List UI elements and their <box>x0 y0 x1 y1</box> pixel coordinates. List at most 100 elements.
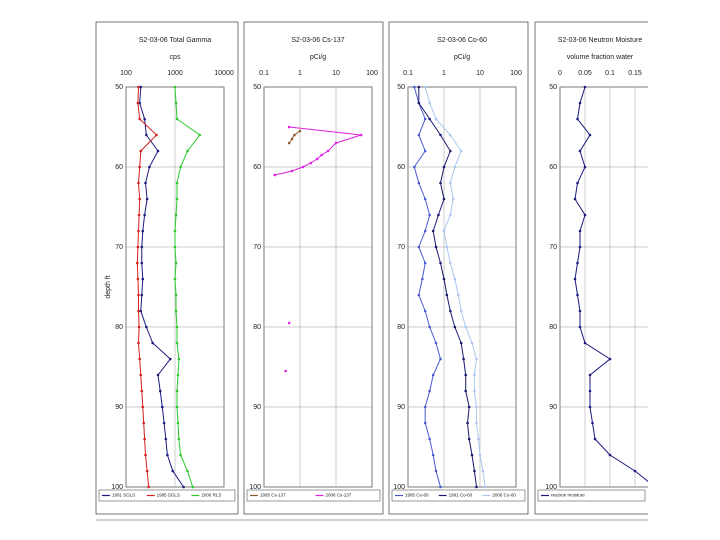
point-marker <box>588 389 592 393</box>
point-marker <box>576 261 579 265</box>
point-marker <box>413 165 416 169</box>
point-marker <box>145 469 149 473</box>
point-marker <box>483 485 487 489</box>
x-tick-label: 0.1 <box>403 70 413 77</box>
point-marker <box>434 469 438 473</box>
point-marker <box>434 117 438 121</box>
point-marker <box>470 453 474 457</box>
point-marker <box>459 341 463 345</box>
point-marker <box>449 181 452 185</box>
y-tick-label: 70 <box>397 244 405 251</box>
point-marker <box>136 101 140 105</box>
legend-label: 1991 Co-60 <box>449 493 473 498</box>
point-marker <box>633 469 637 473</box>
point-marker <box>173 277 177 281</box>
point-marker <box>164 437 168 441</box>
x-axis-label: volume fraction water <box>567 54 634 61</box>
point-marker <box>326 149 330 153</box>
y-tick-label: 100 <box>249 484 261 491</box>
point-marker <box>439 485 442 489</box>
point-marker <box>588 405 592 409</box>
chart-title: S2-03-06 Neutron Moisture <box>558 37 643 44</box>
point-marker <box>428 213 431 217</box>
x-tick-label: 100 <box>120 70 132 77</box>
x-tick-label: 0 <box>558 70 562 77</box>
y-tick-label: 90 <box>253 404 261 411</box>
point-marker <box>467 405 471 409</box>
point-marker <box>168 357 172 361</box>
chart-title: S2-03-06 Co-60 <box>437 37 487 44</box>
point-marker <box>175 197 179 201</box>
point-marker <box>309 161 313 165</box>
point-marker <box>137 341 140 345</box>
point-marker <box>140 293 144 297</box>
point-marker <box>143 213 146 217</box>
point-marker <box>449 261 452 265</box>
chart-panel: S2-03-06 Cs-137 pCi/g 0.1 1 10 100 50 60 70 80 90 1… <box>243 21 384 515</box>
series-line <box>174 86 201 488</box>
point-marker <box>145 197 149 201</box>
point-marker <box>459 309 463 313</box>
legend-label: 2006 RLS <box>201 493 221 498</box>
y-tick-label: 50 <box>253 84 261 91</box>
series-line <box>418 87 477 488</box>
point-marker <box>573 197 577 201</box>
point-marker <box>417 293 421 297</box>
point-marker <box>464 325 467 329</box>
point-marker <box>320 153 323 157</box>
point-marker <box>139 85 143 89</box>
point-marker <box>151 341 154 345</box>
point-marker <box>423 149 427 153</box>
x-tick-label: 10 <box>332 70 340 77</box>
y-tick-label: 60 <box>397 164 405 171</box>
point-marker <box>139 373 143 377</box>
point-marker <box>583 341 587 345</box>
point-marker <box>147 485 150 489</box>
point-marker <box>156 373 160 377</box>
point-marker <box>578 229 582 233</box>
legend-label: 2006 Cs-137 <box>326 493 352 498</box>
point-marker <box>143 117 146 121</box>
point-marker <box>423 117 427 121</box>
point-marker <box>155 133 158 137</box>
point-marker <box>608 357 612 361</box>
point-marker <box>298 129 302 133</box>
point-marker <box>449 133 452 137</box>
point-marker <box>140 245 144 249</box>
point-marker <box>434 341 438 345</box>
point-marker <box>475 485 478 489</box>
legend-label: 1995 Co-60 <box>405 493 429 498</box>
point-marker <box>148 165 151 169</box>
point-marker <box>578 325 582 329</box>
point-marker <box>417 181 421 185</box>
point-marker <box>137 309 140 313</box>
point-marker <box>142 421 146 425</box>
point-marker <box>453 325 457 329</box>
point-marker <box>174 261 178 265</box>
point-marker <box>478 453 482 457</box>
point-marker <box>462 357 465 361</box>
point-marker <box>464 389 467 393</box>
point-marker <box>583 165 587 169</box>
y-tick-label: 90 <box>115 404 123 411</box>
y-tick-label: 90 <box>549 404 557 411</box>
point-marker <box>140 261 144 265</box>
point-marker <box>174 213 178 217</box>
point-marker <box>145 325 148 329</box>
point-marker <box>457 293 460 297</box>
point-marker <box>417 133 421 137</box>
x-tick-label: 0.1 <box>605 70 615 77</box>
point-marker <box>467 437 471 441</box>
point-marker <box>138 117 141 121</box>
point-marker <box>417 85 421 89</box>
legend-label: 1995 Cs-137 <box>260 493 286 498</box>
point-marker <box>475 421 478 425</box>
point-marker <box>287 141 291 145</box>
legend-box <box>98 489 236 502</box>
point-marker <box>578 101 582 105</box>
point-marker <box>439 261 442 265</box>
point-marker <box>173 245 177 249</box>
y-tick-label: 80 <box>549 324 557 331</box>
series-line <box>574 86 648 483</box>
point-marker <box>175 341 179 345</box>
